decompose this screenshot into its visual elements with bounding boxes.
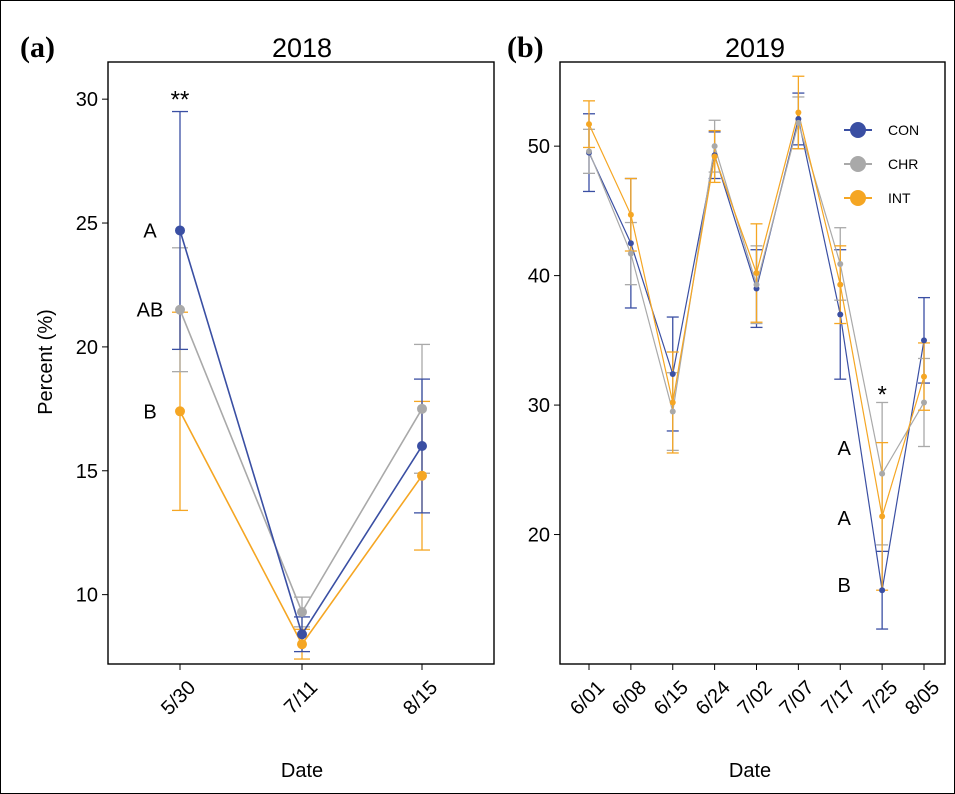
group-letter-int: B [143, 401, 156, 423]
data-point-chr [837, 260, 844, 267]
panel-b-label: (b) [507, 31, 544, 64]
panel-b-ytick-label: 40 [528, 266, 550, 288]
panel-b-ytick-label: 50 [528, 136, 550, 158]
panel-a-title: 2018 [272, 33, 332, 63]
legend-marker-con [850, 122, 866, 138]
data-point-int [586, 121, 592, 128]
panel-b-title: 2019 [725, 33, 785, 63]
data-point-int [879, 513, 886, 520]
panel-a-frame [107, 61, 495, 665]
data-point-int [297, 639, 307, 650]
significance-marker: ** [171, 87, 190, 114]
data-point-con [669, 371, 676, 378]
data-point-con [297, 629, 307, 640]
data-point-con [837, 311, 844, 318]
panel-a-ytick-label: 25 [76, 213, 98, 235]
data-point-con [879, 587, 886, 594]
legend-label-int: INT [888, 190, 911, 206]
group-letter-con: B [837, 575, 850, 597]
data-point-int [921, 373, 927, 380]
data-point-int [795, 109, 802, 116]
panel-a-label: (a) [20, 31, 55, 64]
panel-a-ytick-label: 30 [76, 89, 98, 111]
data-point-con [175, 225, 185, 236]
data-point-chr [175, 304, 185, 315]
panel-b-xlabel: Date [729, 760, 771, 782]
data-point-int [837, 281, 844, 288]
data-point-chr [586, 148, 592, 155]
panel-b-frame [559, 61, 946, 665]
data-point-con [921, 337, 927, 344]
panel-b-ytick-label: 30 [528, 395, 550, 417]
group-letter-con: A [143, 220, 157, 242]
panel-a-ylabel: Percent (%) [35, 309, 57, 415]
group-letter-chr: AB [137, 300, 164, 322]
data-point-chr [627, 250, 634, 257]
significance-marker: * [877, 381, 886, 408]
panel-a-ytick-label: 20 [76, 337, 98, 359]
data-point-chr [795, 119, 802, 126]
legend-marker-int [850, 190, 866, 206]
data-point-chr [879, 470, 886, 477]
panel-a-xlabel: Date [281, 760, 323, 782]
data-point-chr [921, 399, 927, 406]
panel-b-ytick-label: 20 [528, 525, 550, 547]
data-point-chr [711, 143, 718, 150]
data-point-int [669, 399, 676, 406]
legend-marker-chr [850, 156, 866, 172]
data-point-con [417, 440, 427, 451]
panel-a-ytick-label: 10 [76, 585, 98, 607]
legend-label-con: CON [888, 122, 919, 138]
data-point-int [627, 211, 634, 218]
data-point-int [417, 470, 427, 481]
data-point-chr [417, 403, 427, 414]
panel-a-ytick-label: 15 [76, 461, 98, 483]
group-letter-int: A [837, 508, 851, 530]
data-point-chr [669, 408, 676, 415]
data-point-int [753, 270, 760, 277]
data-point-int [711, 153, 718, 160]
data-point-chr [753, 281, 760, 288]
legend-label-chr: CHR [888, 156, 918, 172]
data-point-con [627, 240, 634, 247]
data-point-chr [297, 606, 307, 617]
group-letter-chr: A [837, 438, 851, 460]
data-point-int [175, 406, 185, 417]
